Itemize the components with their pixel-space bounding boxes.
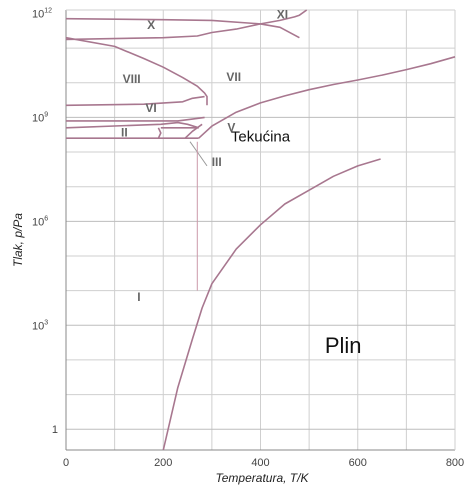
region-label: Tekućina [231, 129, 291, 146]
phase-boundary-3 [198, 56, 456, 139]
phase-boundary-10 [184, 123, 203, 139]
region-label: XI [277, 8, 288, 22]
region-label: X [147, 18, 155, 32]
x-axis-label: Temperatura, T/K [216, 471, 310, 485]
phase-boundary-11 [66, 116, 205, 122]
y-tick-label: 1012 [32, 7, 52, 20]
phase-boundary-8 [66, 127, 162, 139]
y-tick-label: 106 [32, 215, 48, 228]
grid-lines [66, 10, 455, 450]
region-label: V [227, 120, 235, 134]
plot-frame [65, 9, 456, 451]
phase-boundary-9 [65, 121, 199, 129]
region-label: III [212, 155, 222, 169]
x-tick-label: 200 [154, 457, 172, 469]
phase-boundary-6 [65, 17, 300, 39]
region-label: VI [145, 101, 156, 115]
phase-boundary-7 [65, 36, 208, 106]
y-axis-label: Tlak, p/Pa [11, 213, 25, 267]
x-tick-label: 800 [446, 457, 464, 469]
phase-boundary-0 [162, 158, 381, 451]
x-axis-ticks: 0 200 400 600 800 [63, 457, 464, 469]
region-label: VII [226, 70, 241, 84]
y-tick-label: 1 [52, 424, 58, 436]
phase-boundary-4 [65, 95, 205, 107]
x-tick-label: 600 [349, 457, 367, 469]
y-axis-ticks: 1 103 106 109 1012 [32, 7, 58, 436]
x-tick-label: 0 [63, 457, 69, 469]
y-tick-label: 109 [32, 111, 48, 124]
region-label: I [137, 290, 140, 304]
phase-boundary-curves [65, 9, 456, 451]
phase-boundary-5 [65, 9, 308, 41]
y-tick-label: 103 [32, 319, 48, 332]
region-label: II [121, 125, 128, 139]
region-label: VIII [123, 72, 141, 86]
guide-line-0 [189, 141, 208, 167]
region-label: Plin [325, 333, 362, 358]
x-tick-label: 400 [251, 457, 269, 469]
